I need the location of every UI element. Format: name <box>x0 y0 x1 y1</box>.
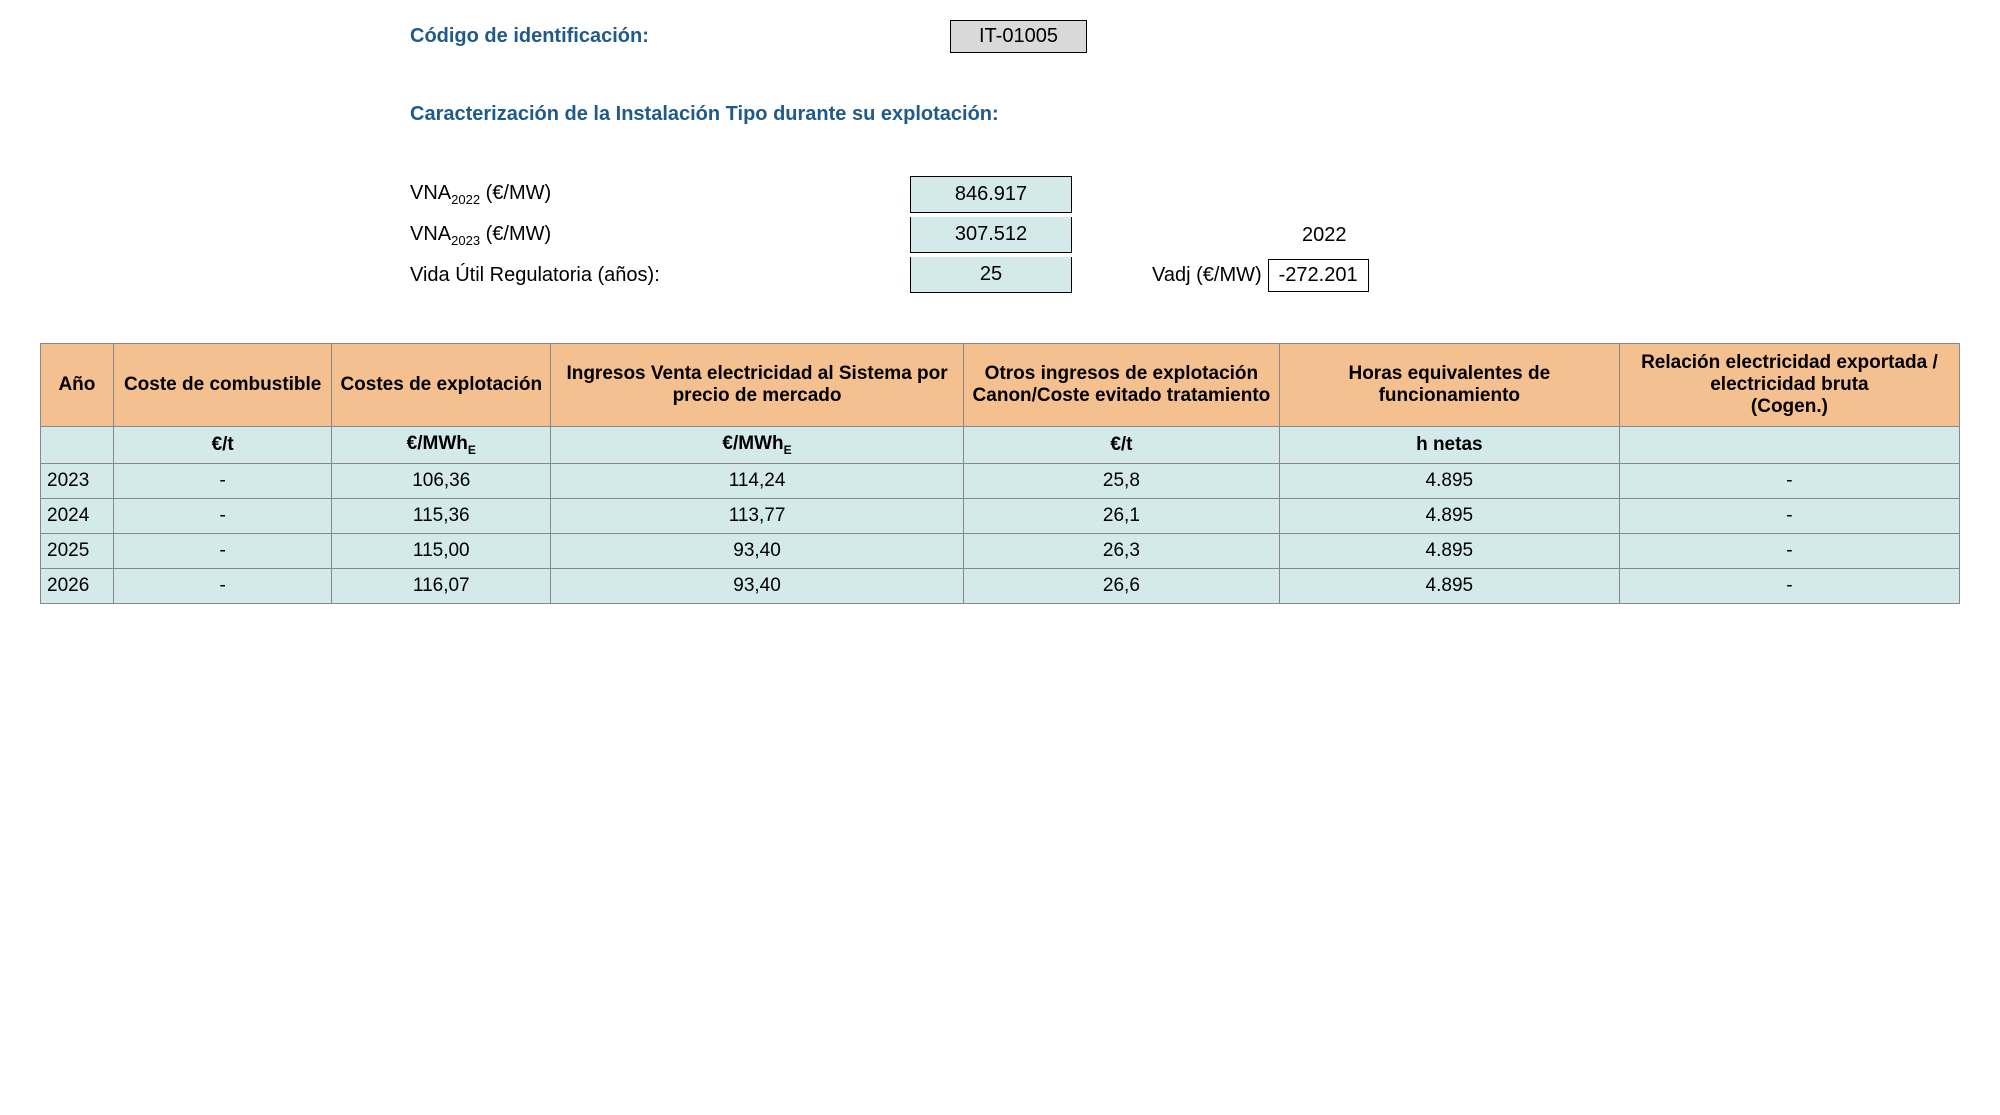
vna2023-unit: (€/MW) <box>480 223 551 245</box>
unit-cell: €/MWhE <box>332 427 551 464</box>
table-cell: 26,1 <box>964 498 1280 533</box>
vadj-label: Vadj (€/MW) <box>1152 264 1262 287</box>
table-cell: 115,00 <box>332 533 551 568</box>
table-cell: 2023 <box>41 463 114 498</box>
table-row: 2024-115,36113,7726,14.895- <box>41 498 1960 533</box>
unit-cell: €/t <box>964 427 1280 464</box>
unit-cell <box>1619 427 1959 464</box>
vna2023-value: 307.512 <box>910 217 1072 253</box>
vna2022-unit: (€/MW) <box>480 182 551 204</box>
vna2022-sub: 2022 <box>451 192 480 207</box>
table-cell: 93,40 <box>551 568 964 603</box>
table-cell: - <box>113 498 332 533</box>
table-cell: 26,3 <box>964 533 1280 568</box>
table-cell: 2026 <box>41 568 114 603</box>
data-table: AñoCoste de combustibleCostes de explota… <box>40 343 1960 604</box>
table-cell: 116,07 <box>332 568 551 603</box>
unit-cell: €/t <box>113 427 332 464</box>
table-cell: 106,36 <box>332 463 551 498</box>
unit-cell: €/MWhE <box>551 427 964 464</box>
table-cell: 25,8 <box>964 463 1280 498</box>
column-header: Relación electricidad exportada / electr… <box>1619 344 1959 427</box>
column-header: Costes de explotación <box>332 344 551 427</box>
table-cell: - <box>1619 533 1959 568</box>
unit-cell: h netas <box>1279 427 1619 464</box>
column-header: Otros ingresos de explotación Canon/Cost… <box>964 344 1280 427</box>
column-header: Año <box>41 344 114 427</box>
table-cell: - <box>113 568 332 603</box>
vna2023-row: VNA2023 (€/MW) 307.512 2022 <box>40 217 1960 253</box>
vida-value: 25 <box>910 257 1072 293</box>
column-header: Horas equivalentes de funcionamiento <box>1279 344 1619 427</box>
year-ref: 2022 <box>1302 224 1347 247</box>
table-cell: 114,24 <box>551 463 964 498</box>
table-cell: - <box>1619 498 1959 533</box>
table-cell: - <box>1619 463 1959 498</box>
table-cell: - <box>1619 568 1959 603</box>
table-cell: 4.895 <box>1279 463 1619 498</box>
table-cell: 4.895 <box>1279 498 1619 533</box>
vna2022-prefix: VNA <box>410 182 451 204</box>
table-cell: 2024 <box>41 498 114 533</box>
table-cell: 4.895 <box>1279 533 1619 568</box>
unit-cell <box>41 427 114 464</box>
table-row: 2023-106,36114,2425,84.895- <box>41 463 1960 498</box>
units-row: €/t€/MWhE€/MWhE€/th netas <box>41 427 1960 464</box>
table-cell: 26,6 <box>964 568 1280 603</box>
id-value-box: IT-01005 <box>950 20 1087 53</box>
table-row: 2025-115,0093,4026,34.895- <box>41 533 1960 568</box>
vna2022-value: 846.917 <box>910 176 1072 213</box>
column-header: Coste de combustible <box>113 344 332 427</box>
table-cell: 113,77 <box>551 498 964 533</box>
vida-row: Vida Útil Regulatoria (años): 25 Vadj (€… <box>40 257 1960 293</box>
section-title: Caracterización de la Instalación Tipo d… <box>410 103 1960 126</box>
table-cell: 115,36 <box>332 498 551 533</box>
table-header-row: AñoCoste de combustibleCostes de explota… <box>41 344 1960 427</box>
vna2023-sub: 2023 <box>451 233 480 248</box>
column-header: Ingresos Venta electricidad al Sistema p… <box>551 344 964 427</box>
table-cell: 93,40 <box>551 533 964 568</box>
table-cell: - <box>113 533 332 568</box>
table-cell: 4.895 <box>1279 568 1619 603</box>
vna2022-row: VNA2022 (€/MW) 846.917 <box>40 176 1960 213</box>
id-label: Código de identificación: <box>410 25 649 47</box>
table-cell: - <box>113 463 332 498</box>
vna2023-prefix: VNA <box>410 223 451 245</box>
vadj-value: -272.201 <box>1268 259 1369 292</box>
id-row: Código de identificación: IT-01005 <box>40 20 1960 53</box>
table-cell: 2025 <box>41 533 114 568</box>
table-row: 2026-116,0793,4026,64.895- <box>41 568 1960 603</box>
vida-label: Vida Útil Regulatoria (años): <box>410 264 660 286</box>
